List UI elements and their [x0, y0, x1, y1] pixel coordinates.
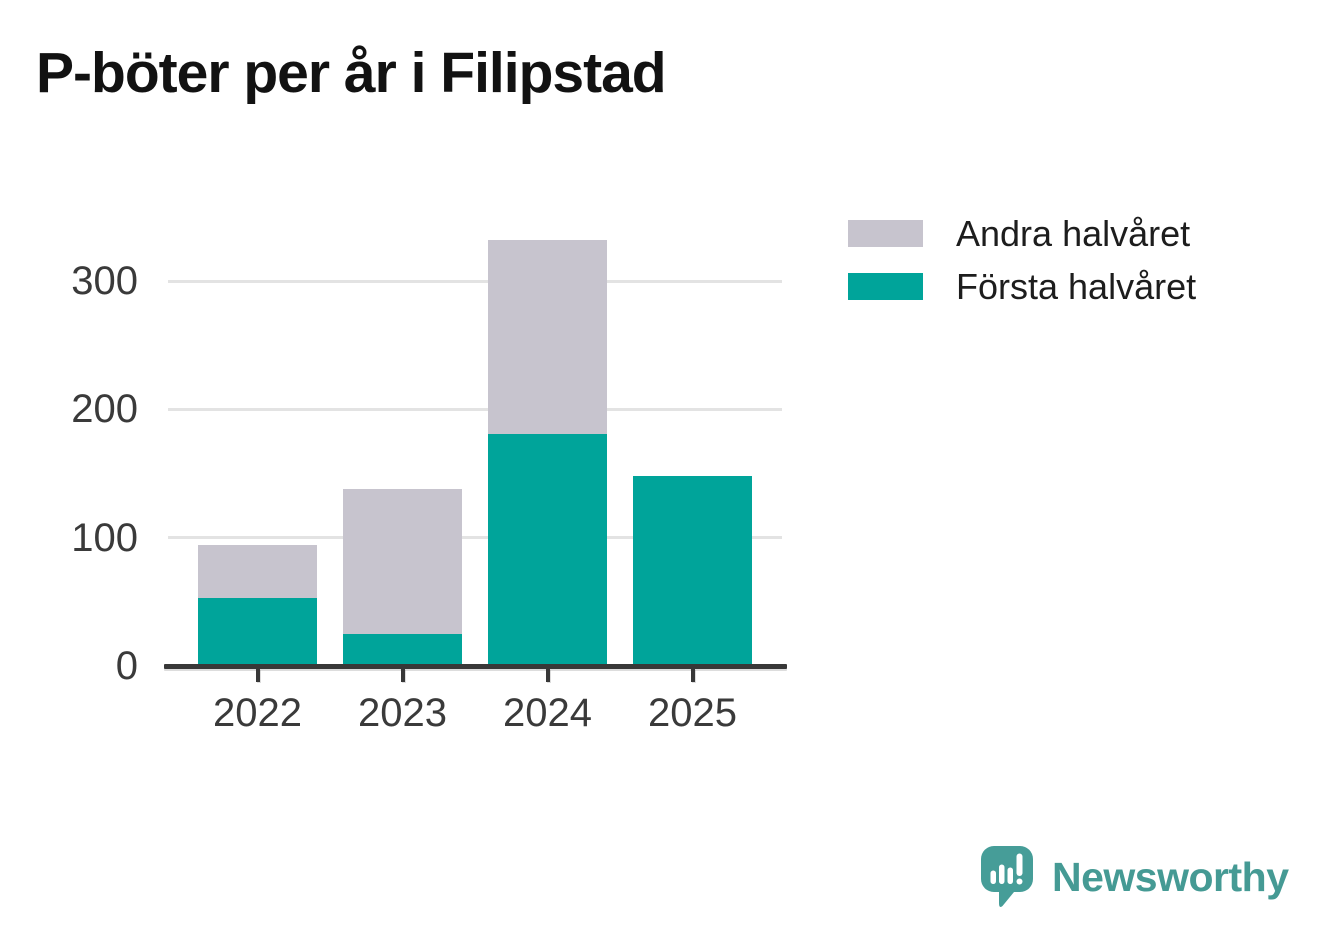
chart-title: P-böter per år i Filipstad — [36, 41, 667, 105]
legend-swatch-forsta-halvaret — [848, 273, 923, 300]
bar-2024-forsta-halvaret — [488, 433, 607, 666]
logo-exclamation-bar — [1016, 853, 1023, 876]
x-axis-tick-2022 — [255, 669, 260, 682]
x-axis-line — [164, 664, 787, 669]
bar-2022-forsta-halvaret — [198, 598, 317, 666]
bar-2023-andra-halvaret — [343, 488, 462, 634]
bar-2023-forsta-halvaret — [343, 633, 462, 666]
y-axis-label-0: 0 — [115, 644, 138, 688]
x-axis-label-2022: 2022 — [213, 691, 302, 735]
y-axis-label-300: 300 — [71, 259, 138, 304]
logo-bar-3 — [1007, 867, 1013, 884]
legend-label-forsta-halvaret: Första halvåret — [956, 265, 1197, 307]
logo-bar-1 — [990, 870, 996, 884]
bar-2024-andra-halvaret — [488, 240, 607, 434]
legend: Andra halvåret Första halvåret — [848, 213, 1196, 326]
x-axis-tick-2023 — [400, 669, 405, 682]
x-axis-label-2024: 2024 — [503, 691, 592, 735]
x-axis-tick-2025 — [690, 669, 695, 682]
bar-2025-forsta-halvaret — [633, 476, 752, 666]
legend-item-forsta-halvaret: Första halvåret — [848, 266, 1196, 307]
logo-bar-2 — [999, 864, 1005, 884]
newsworthy-branding: Newsworthy — [981, 846, 1289, 908]
gridline-100 — [168, 536, 782, 540]
y-axis-label-100: 100 — [71, 515, 138, 560]
newsworthy-logo-icon — [981, 846, 1033, 907]
legend-swatch-andra-halvaret — [848, 220, 923, 247]
gridline-300 — [168, 279, 782, 283]
x-axis-label-2025: 2025 — [648, 691, 737, 735]
newsworthy-logo-text: Newsworthy — [1052, 853, 1289, 900]
bar-2022-andra-halvaret — [198, 545, 317, 598]
gridline-200 — [168, 407, 782, 411]
x-axis-label-2023: 2023 — [358, 691, 447, 735]
y-axis-label-200: 200 — [71, 387, 138, 432]
logo-exclamation-dot — [1016, 878, 1023, 885]
x-axis-tick-2024 — [545, 669, 550, 682]
legend-label-andra-halvaret: Andra halvåret — [956, 212, 1191, 254]
legend-item-andra-halvaret: Andra halvåret — [848, 213, 1196, 254]
